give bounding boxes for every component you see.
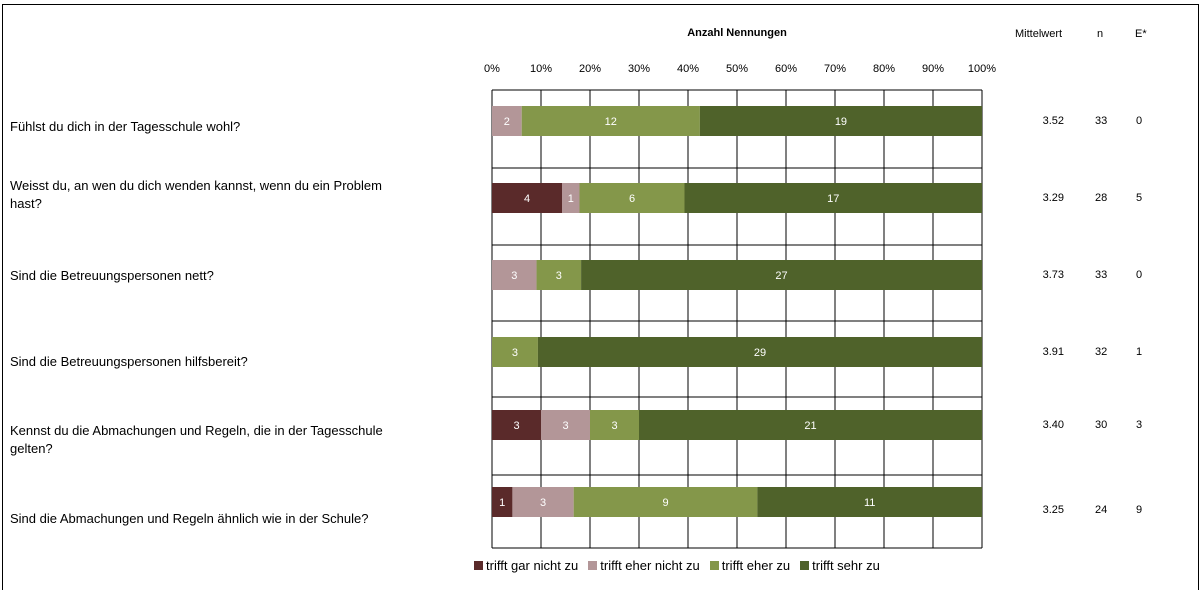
header-e: E* — [1135, 28, 1147, 40]
bar-segment — [492, 260, 537, 290]
stat-n: 32 — [1095, 346, 1108, 358]
bar-segment — [541, 410, 590, 440]
stat-mean: 3.29 — [1042, 192, 1064, 204]
stat-e: 0 — [1136, 269, 1143, 281]
legend-label: trifft eher zu — [721, 558, 791, 573]
data-label: 11 — [864, 497, 875, 509]
question-label: Weisst du, an wen du dich wenden kannst,… — [10, 178, 382, 211]
data-label: 3 — [562, 420, 568, 432]
data-label: 2 — [504, 116, 510, 128]
frame-left-border — [2, 4, 3, 590]
stat-e: 3 — [1136, 419, 1143, 431]
header-mean: Mittelwert — [1015, 28, 1063, 40]
stat-mean: 3.91 — [1042, 346, 1064, 358]
question-label: Sind die Abmachungen und Regeln ähnlich … — [10, 511, 369, 526]
bar-segment — [492, 337, 538, 367]
stat-mean: 3.40 — [1042, 419, 1064, 431]
stat-e: 9 — [1136, 504, 1143, 516]
bar-segment — [562, 183, 580, 213]
legend-label: trifft eher nicht zu — [600, 558, 700, 573]
legend-item: trifft eher zu — [709, 558, 791, 573]
stat-mean: 3.73 — [1042, 269, 1064, 281]
stat-n: 33 — [1095, 115, 1108, 127]
data-label: 4 — [524, 193, 530, 205]
stat-e: 5 — [1136, 192, 1143, 204]
x-tick-label: 0% — [484, 63, 500, 75]
legend-item: trifft sehr zu — [800, 558, 880, 573]
bar-segment — [639, 410, 982, 440]
data-label: 3 — [540, 497, 546, 509]
x-tick-label: 40% — [677, 63, 699, 75]
data-label: 3 — [511, 270, 517, 282]
x-tick-label: 100% — [968, 63, 996, 75]
x-tick-label: 80% — [873, 63, 895, 75]
legend-swatch — [709, 561, 719, 570]
x-tick-label: 50% — [726, 63, 748, 75]
data-label: 1 — [568, 193, 574, 205]
bar-segment — [573, 487, 758, 517]
data-label: 21 — [804, 420, 816, 432]
bar-segment — [590, 410, 639, 440]
bar-segment — [757, 487, 982, 517]
bar-segment — [699, 106, 982, 136]
stat-e: 1 — [1136, 346, 1143, 358]
bar-segment — [537, 337, 982, 367]
question-label: Fühlst du dich in der Tagesschule wohl? — [10, 119, 241, 134]
data-label: 12 — [605, 116, 617, 128]
stat-n: 24 — [1095, 504, 1108, 516]
frame-right-border — [1198, 4, 1199, 590]
stat-mean: 3.25 — [1042, 504, 1064, 516]
bar-segment — [492, 183, 562, 213]
data-label: 27 — [775, 270, 787, 282]
bar-segment — [579, 183, 685, 213]
data-label: 3 — [556, 270, 562, 282]
bar-segment — [492, 410, 541, 440]
legend: trifft gar nicht zu trifft eher nicht zu… — [474, 558, 880, 573]
bar-segment — [684, 183, 982, 213]
data-label: 3 — [512, 347, 518, 359]
legend-label: trifft sehr zu — [812, 558, 880, 573]
chart-title: Anzahl Nennungen — [687, 27, 787, 39]
legend-item: trifft eher nicht zu — [588, 558, 700, 573]
stat-mean: 3.52 — [1042, 115, 1064, 127]
question-label: Sind die Betreuungspersonen nett? — [10, 268, 214, 283]
data-label: 3 — [611, 420, 617, 432]
bar-segment — [512, 487, 574, 517]
data-label: 19 — [835, 116, 847, 128]
x-tick-label: 10% — [530, 63, 552, 75]
data-label: 3 — [513, 420, 519, 432]
frame-top-border — [2, 4, 1199, 5]
bar-segment — [492, 487, 513, 517]
stat-e: 0 — [1136, 115, 1143, 127]
data-label: 17 — [827, 193, 839, 205]
legend-swatch — [588, 561, 598, 570]
legend-swatch — [474, 561, 483, 570]
x-tick-label: 90% — [922, 63, 944, 75]
stat-n: 33 — [1095, 269, 1108, 281]
x-tick-label: 20% — [579, 63, 601, 75]
data-label: 29 — [754, 347, 766, 359]
legend-swatch — [800, 561, 810, 570]
stat-n: 28 — [1095, 192, 1108, 204]
x-tick-label: 30% — [628, 63, 650, 75]
data-label: 9 — [662, 497, 668, 509]
legend-item: trifft gar nicht zu — [474, 558, 578, 573]
data-label: 1 — [499, 497, 505, 509]
stat-n: 30 — [1095, 419, 1108, 431]
legend-label: trifft gar nicht zu — [486, 558, 579, 573]
bar-segment — [536, 260, 582, 290]
bar-segment — [581, 260, 982, 290]
header-n: n — [1097, 28, 1104, 40]
x-tick-label: 60% — [775, 63, 797, 75]
question-label: Sind die Betreuungspersonen hilfsbereit? — [10, 354, 248, 369]
bar-segment — [521, 106, 700, 136]
question-label: Kennst du die Abmachungen und Regeln, di… — [10, 423, 383, 456]
data-label: 6 — [629, 193, 635, 205]
x-tick-label: 70% — [824, 63, 846, 75]
bar-segment — [492, 106, 522, 136]
